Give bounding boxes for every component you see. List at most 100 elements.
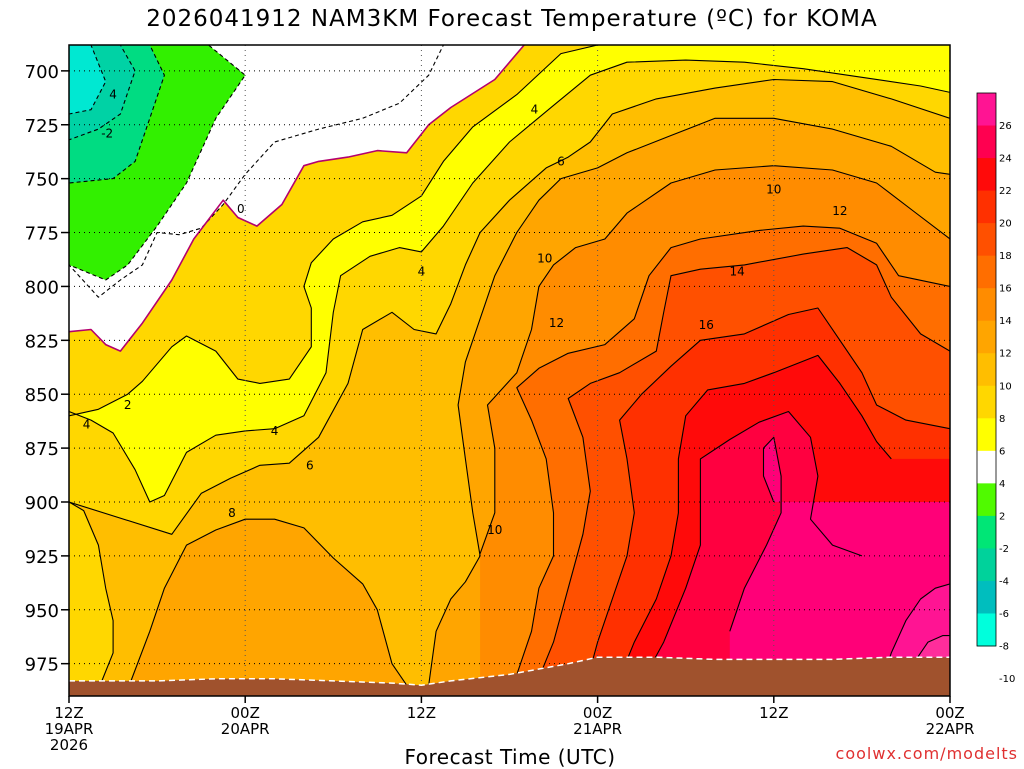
x-tick-label: 22APR: [926, 720, 975, 738]
colorbar-swatch: [977, 125, 996, 159]
x-tick-label: 2026: [50, 736, 88, 754]
y-tick-label: 700: [25, 62, 59, 83]
grid-layer: [69, 45, 950, 696]
y-tick-label: 850: [25, 385, 59, 406]
fill-band-22: [729, 437, 950, 696]
contour-label: 4: [271, 424, 279, 438]
contour-line--6: [69, 45, 165, 184]
contour-line-12: [508, 225, 950, 696]
colorbar-label: 8: [999, 414, 1005, 425]
colorbar-label: -4: [999, 576, 1009, 587]
colorbar-swatch: [977, 450, 996, 484]
y-tick-label: 800: [25, 277, 59, 298]
colorbar-swatch: [977, 385, 996, 419]
terrain-ground: [69, 657, 950, 696]
contour-label: 0: [237, 202, 245, 216]
colorbar-swatch: [977, 320, 996, 354]
site-credit: coolwx.com/modelts: [835, 744, 1018, 763]
y-tick-label: 950: [25, 601, 59, 622]
contour-label: 4: [418, 264, 426, 278]
colorbar-label: -2: [999, 544, 1009, 555]
colorbar-label: 14: [999, 316, 1012, 327]
colorbar-swatch: [977, 483, 996, 517]
temperature-fill-layer: [69, 45, 950, 696]
colorbar-label: 22: [999, 186, 1012, 197]
fill-band--10: [69, 45, 106, 114]
colorbar-label: 2: [999, 511, 1005, 522]
colorbar-label: 10: [999, 381, 1012, 392]
contour-line-2: [69, 45, 598, 417]
terrain-edge: [69, 656, 950, 686]
x-tick-label: 20APR: [221, 720, 270, 738]
colorbar-label: 4: [999, 479, 1005, 490]
colorbar-swatch: [977, 255, 996, 289]
colorbar-swatch: [977, 158, 996, 192]
chart-title: 2026041912 NAM3KM Forecast Temperature (…: [146, 6, 878, 32]
contour-line-0: [69, 45, 525, 352]
contour-label: 6: [306, 458, 314, 472]
y-tick-label: 750: [25, 170, 59, 191]
y-tick-label: 975: [25, 655, 59, 676]
contour-label: 10: [487, 523, 502, 537]
contour-line-10: [479, 165, 950, 554]
colorbar-label: 12: [999, 349, 1012, 360]
colorbar-label: 26: [999, 121, 1012, 132]
colorbar-swatch: [977, 93, 996, 127]
colorbar-swatch: [977, 580, 996, 614]
plot-frame: [68, 44, 951, 697]
y-tick-label: 725: [25, 116, 59, 137]
contour-label: 4: [531, 103, 539, 117]
contour-line-4: [69, 59, 950, 503]
colorbar-label: 6: [999, 446, 1005, 457]
contour-line--10: [69, 45, 107, 115]
contour-label: 14: [729, 264, 744, 278]
contour-label: 2: [124, 398, 132, 412]
contour-label: 4: [109, 88, 117, 102]
colorbar-label: -8: [999, 642, 1009, 653]
contour-label: 10: [537, 251, 552, 265]
y-axis: 700 725 750 775 800 825 850 875 900 925 950 975: [25, 62, 69, 676]
contour-line-20: [633, 410, 863, 696]
contour-label: 16: [699, 318, 714, 332]
y-tick-label: 925: [25, 547, 59, 568]
contour-line-22: [729, 436, 782, 632]
colorbar-swatch: [977, 190, 996, 224]
colorbar-swatch: [977, 418, 996, 452]
contour-line-14: [530, 247, 950, 696]
contour-label: 12: [832, 204, 847, 218]
colorbar-label: 20: [999, 219, 1012, 230]
contour-label: 10: [766, 182, 781, 196]
contour-label: 4: [83, 417, 91, 431]
x-tick-label: 12Z: [54, 704, 83, 722]
contour-line-8: [127, 117, 950, 696]
colorbar-label: -10: [999, 674, 1015, 685]
contour-label: 12: [549, 316, 564, 330]
x-tick-label: 00Z: [935, 704, 964, 722]
y-tick-label: 900: [25, 493, 59, 514]
contour-label-layer: 4 -2 0 4 4 6 10 12 10 12 14 16 2 4 4 6 8 10: [83, 88, 848, 537]
colorbar-frame: [976, 92, 997, 647]
colorbar-label: -6: [999, 609, 1009, 620]
colorbar-swatch: [977, 515, 996, 549]
colorbar-label: 16: [999, 284, 1012, 295]
contour-line-16: [582, 307, 950, 696]
colorbar-swatch: [977, 223, 996, 257]
colorbar-label: 24: [999, 154, 1012, 165]
contour-label: 8: [228, 506, 236, 520]
contour-line--4: [69, 45, 246, 281]
x-axis-title: Forecast Time (UTC): [404, 745, 616, 769]
colorbar-swatch: [977, 613, 996, 647]
y-tick-label: 825: [25, 331, 59, 352]
x-tick-label: 21APR: [573, 720, 622, 738]
contour-label: 6: [557, 154, 565, 168]
colorbar: 26 24 22 20 18 16 14 12 10 8 6 4 2 -2 -4 -6 -8 -10: [976, 92, 1015, 685]
x-tick-label: 12Z: [407, 704, 436, 722]
contour-label: -2: [101, 126, 113, 140]
x-tick-label: 12Z: [759, 704, 788, 722]
y-tick-label: 775: [25, 224, 59, 245]
x-tick-label: 19APR: [45, 720, 94, 738]
colorbar-label: 18: [999, 251, 1012, 262]
colorbar-swatch: [977, 288, 996, 322]
